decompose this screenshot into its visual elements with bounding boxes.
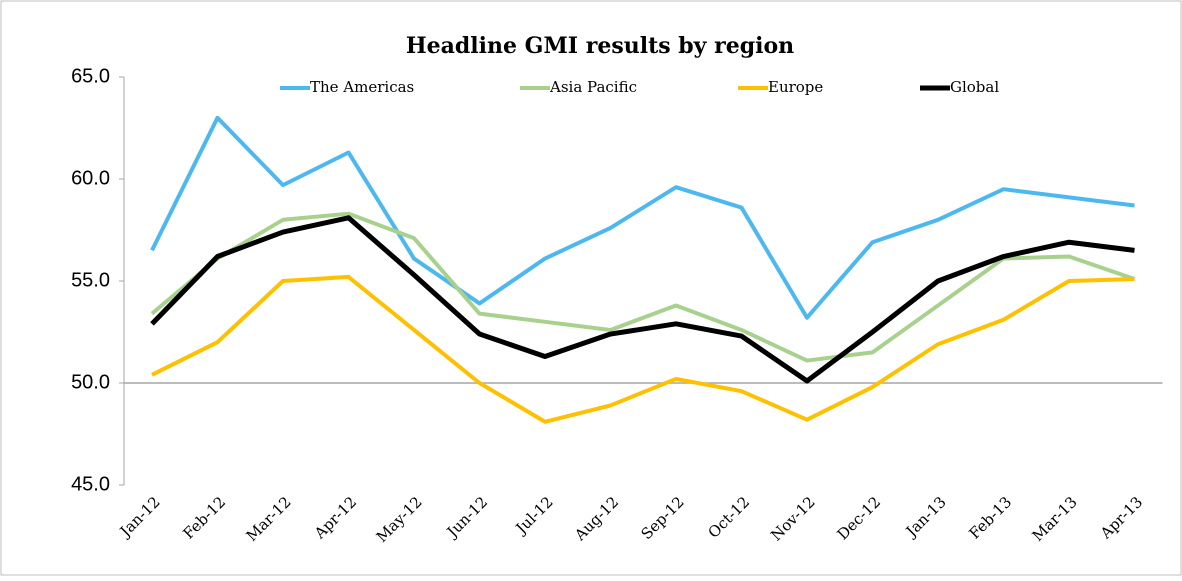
legend-label: Global	[950, 78, 999, 96]
y-tick-label: 50.0	[71, 371, 110, 393]
legend-label: Europe	[768, 78, 823, 96]
legend-label: The Americas	[310, 78, 414, 96]
series-line	[150, 211, 1136, 363]
legend-label: Asia Pacific	[549, 78, 637, 96]
chart-title: Headline GMI results by region	[406, 33, 794, 59]
y-tick-label: 55.0	[71, 269, 110, 291]
y-tick-label: 65.0	[71, 65, 110, 87]
y-tick-label: 45.0	[71, 473, 110, 495]
y-tick-label: 60.0	[71, 167, 110, 189]
series-line	[150, 215, 1135, 384]
series-line	[150, 115, 1135, 320]
series-line	[151, 274, 1135, 424]
